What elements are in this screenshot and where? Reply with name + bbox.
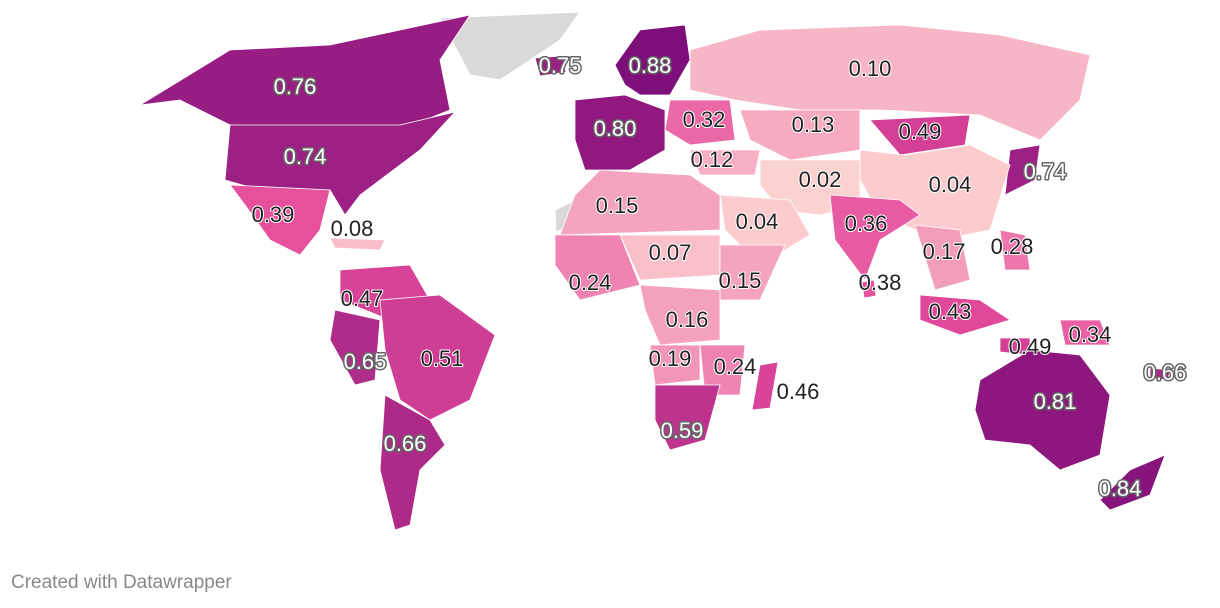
country-region (139, 14, 471, 131)
country-region (534, 55, 567, 77)
value-label: 0.66 (1144, 360, 1187, 385)
value-label: 0.88 (629, 53, 672, 78)
country-region (719, 244, 786, 301)
country-region (559, 169, 721, 236)
value-label: 0.19 (649, 346, 692, 371)
country-region (1149, 367, 1171, 381)
value-label: 0.75 (539, 53, 582, 78)
value-label: 0.59 (661, 418, 704, 443)
country-region (869, 114, 971, 156)
value-label: 0.10 (849, 56, 892, 81)
country-region (751, 361, 779, 411)
value-label: 0.04 (736, 209, 779, 234)
value-label: 0.36 (845, 211, 888, 236)
country-region (1004, 144, 1041, 196)
value-label: 0.47 (341, 286, 384, 311)
country-region (379, 294, 496, 421)
country-region (664, 99, 736, 146)
value-label: 0.24 (714, 354, 757, 379)
value-label: 0.80 (594, 116, 637, 141)
country-region (574, 94, 666, 171)
country-region (639, 284, 721, 346)
value-label: 0.66 (384, 431, 427, 456)
country-region (1099, 454, 1166, 511)
country-region (689, 149, 761, 176)
value-label: 0.46 (777, 379, 820, 404)
value-label: 0.49 (1009, 334, 1052, 359)
value-label: 0.15 (596, 193, 639, 218)
value-label: 0.15 (719, 268, 762, 293)
country-region (919, 294, 1011, 336)
value-label: 0.76 (274, 74, 317, 99)
value-label: 0.12 (691, 147, 734, 172)
value-label: 0.65 (344, 349, 387, 374)
value-label: 0.84 (1099, 476, 1142, 501)
country-region (861, 279, 877, 299)
value-label: 0.17 (923, 239, 966, 264)
country-region (974, 349, 1111, 471)
country-region (229, 184, 331, 256)
world-map: 0.76 0.74 0.39 0.08 0.47 0.65 0.51 0.66 0.75 0.88… (139, 11, 1188, 531)
value-label: 0.24 (569, 270, 612, 295)
country-region (1059, 319, 1111, 346)
country-region (829, 194, 921, 281)
country-region (914, 224, 971, 291)
value-label: 0.49 (899, 119, 942, 144)
value-label: 0.43 (929, 299, 972, 324)
country-region (379, 394, 446, 531)
value-label: 0.39 (252, 202, 295, 227)
value-label: 0.74 (284, 144, 327, 169)
value-label: 0.81 (1034, 389, 1077, 414)
value-label: 0.02 (799, 167, 842, 192)
value-label: 0.51 (421, 346, 464, 371)
country-region (739, 109, 861, 161)
value-label: 0.13 (792, 112, 835, 137)
footer: Created with Datawrapper (11, 572, 232, 593)
country-region (689, 24, 1091, 141)
country-region (554, 234, 641, 301)
no-data-region (439, 11, 582, 81)
value-label: 0.04 (929, 172, 972, 197)
country-region (329, 309, 381, 386)
value-label: 0.34 (1069, 322, 1112, 347)
value-label: 0.16 (666, 307, 709, 332)
value-label: 0.74 (1024, 159, 1067, 184)
value-label: 0.28 (991, 234, 1034, 259)
country-region (699, 344, 746, 396)
value-label: 0.07 (649, 240, 692, 265)
country-region (329, 237, 386, 251)
country-region (649, 344, 701, 386)
country-region (654, 384, 721, 451)
country-region (614, 24, 691, 96)
country-region (999, 229, 1031, 271)
value-label: 0.38 (859, 270, 902, 295)
value-label: 0.32 (683, 107, 726, 132)
value-label: 0.08 (331, 216, 374, 241)
